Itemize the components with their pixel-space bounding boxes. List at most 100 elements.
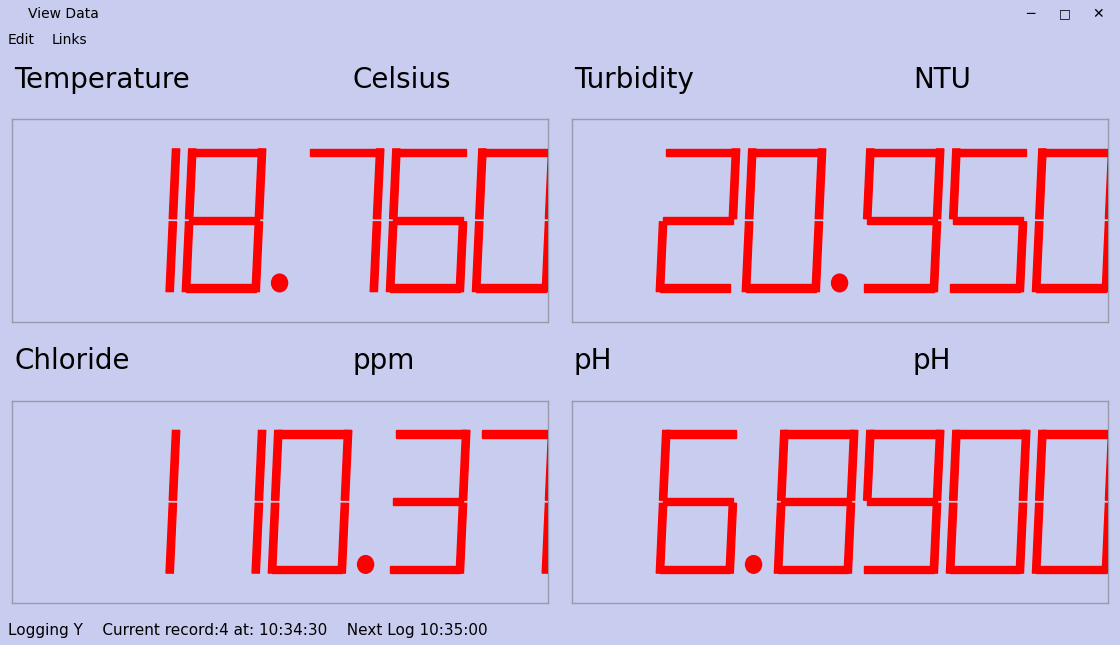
- Polygon shape: [272, 566, 342, 573]
- Polygon shape: [930, 222, 941, 292]
- Polygon shape: [778, 566, 848, 573]
- Polygon shape: [746, 284, 815, 292]
- Polygon shape: [946, 503, 956, 573]
- Polygon shape: [370, 222, 381, 292]
- Text: View Data: View Data: [28, 7, 99, 21]
- Polygon shape: [812, 222, 822, 292]
- Polygon shape: [867, 498, 937, 506]
- Polygon shape: [1105, 149, 1116, 219]
- Polygon shape: [166, 503, 177, 573]
- Polygon shape: [743, 222, 753, 292]
- Polygon shape: [950, 430, 960, 500]
- Polygon shape: [746, 149, 756, 219]
- Polygon shape: [390, 284, 460, 292]
- Polygon shape: [1033, 222, 1043, 292]
- Polygon shape: [279, 430, 348, 438]
- Polygon shape: [774, 503, 785, 573]
- Polygon shape: [186, 284, 255, 292]
- Polygon shape: [542, 503, 552, 573]
- Polygon shape: [456, 503, 467, 573]
- Polygon shape: [956, 149, 1026, 156]
- Polygon shape: [784, 430, 855, 438]
- Polygon shape: [870, 149, 940, 156]
- Polygon shape: [933, 149, 944, 219]
- Ellipse shape: [271, 274, 288, 292]
- Polygon shape: [483, 149, 552, 156]
- Polygon shape: [1036, 284, 1105, 292]
- Polygon shape: [390, 566, 460, 573]
- Text: Logging Y    Current record:4 at: 10:34:30    Next Log 10:35:00: Logging Y Current record:4 at: 10:34:30 …: [8, 622, 487, 637]
- Polygon shape: [1019, 430, 1030, 500]
- Polygon shape: [726, 503, 737, 573]
- Polygon shape: [183, 222, 193, 292]
- Polygon shape: [255, 430, 265, 500]
- Polygon shape: [782, 498, 851, 506]
- Polygon shape: [1033, 503, 1043, 573]
- Polygon shape: [342, 430, 352, 500]
- Polygon shape: [545, 430, 556, 500]
- Polygon shape: [815, 149, 825, 219]
- Polygon shape: [271, 430, 282, 500]
- Polygon shape: [956, 430, 1026, 438]
- Polygon shape: [169, 149, 179, 219]
- Polygon shape: [1016, 503, 1027, 573]
- Polygon shape: [660, 566, 730, 573]
- Text: pH: pH: [913, 347, 951, 375]
- Text: ─: ─: [1026, 7, 1034, 21]
- Polygon shape: [310, 149, 380, 156]
- Polygon shape: [386, 222, 396, 292]
- Text: Temperature: Temperature: [13, 66, 189, 94]
- Polygon shape: [393, 217, 463, 224]
- Polygon shape: [476, 284, 545, 292]
- Text: pH: pH: [573, 347, 613, 375]
- Text: Celsius: Celsius: [353, 66, 451, 94]
- Polygon shape: [189, 217, 259, 224]
- Polygon shape: [459, 430, 470, 500]
- Polygon shape: [483, 430, 552, 438]
- Text: ppm: ppm: [353, 347, 416, 375]
- Polygon shape: [186, 149, 196, 219]
- Polygon shape: [864, 284, 934, 292]
- Polygon shape: [777, 430, 788, 500]
- Polygon shape: [870, 430, 940, 438]
- Polygon shape: [848, 430, 858, 500]
- Polygon shape: [933, 430, 944, 500]
- Text: Links: Links: [52, 33, 87, 47]
- Polygon shape: [166, 222, 177, 292]
- Polygon shape: [473, 222, 483, 292]
- Polygon shape: [1102, 503, 1112, 573]
- Polygon shape: [373, 149, 384, 219]
- Polygon shape: [867, 217, 937, 224]
- Text: NTU: NTU: [913, 66, 971, 94]
- Polygon shape: [1016, 222, 1027, 292]
- Polygon shape: [950, 566, 1020, 573]
- Ellipse shape: [357, 555, 374, 573]
- Polygon shape: [1105, 430, 1116, 500]
- Text: □: □: [1060, 8, 1071, 21]
- Polygon shape: [193, 149, 262, 156]
- Polygon shape: [729, 149, 739, 219]
- Polygon shape: [663, 217, 732, 224]
- Polygon shape: [269, 503, 279, 573]
- Polygon shape: [666, 430, 736, 438]
- Polygon shape: [930, 503, 941, 573]
- Ellipse shape: [831, 274, 848, 292]
- Polygon shape: [169, 430, 179, 500]
- Text: ✕: ✕: [1092, 7, 1104, 21]
- Polygon shape: [950, 284, 1020, 292]
- Polygon shape: [1036, 566, 1105, 573]
- Polygon shape: [338, 503, 348, 573]
- Polygon shape: [1036, 430, 1046, 500]
- Polygon shape: [255, 149, 265, 219]
- Polygon shape: [656, 503, 666, 573]
- Polygon shape: [390, 149, 400, 219]
- Polygon shape: [864, 430, 874, 500]
- Text: Turbidity: Turbidity: [573, 66, 693, 94]
- Text: Chloride: Chloride: [13, 347, 130, 375]
- Polygon shape: [1102, 222, 1112, 292]
- Polygon shape: [1043, 430, 1112, 438]
- Polygon shape: [396, 430, 466, 438]
- Polygon shape: [663, 498, 732, 506]
- Polygon shape: [950, 149, 960, 219]
- Polygon shape: [864, 566, 934, 573]
